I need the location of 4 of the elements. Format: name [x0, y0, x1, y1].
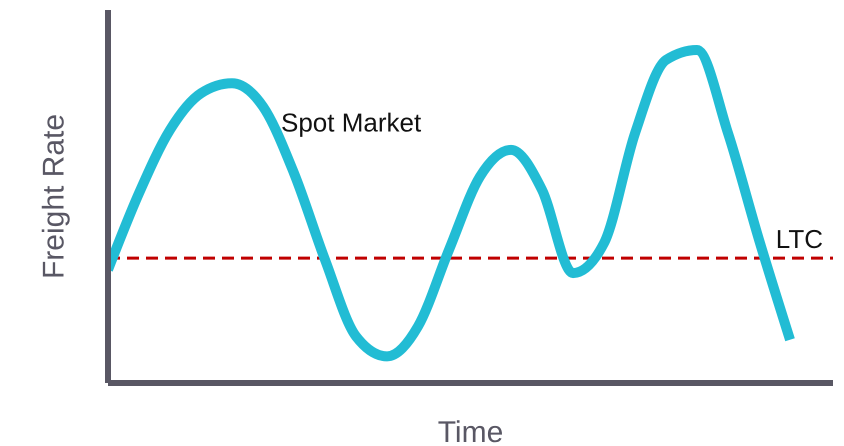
y-axis-title: Freight Rate	[38, 114, 71, 280]
series-label: Spot Market	[281, 107, 422, 138]
x-axis-title: Time	[438, 416, 504, 446]
ref-line-label: LTC	[776, 224, 823, 254]
